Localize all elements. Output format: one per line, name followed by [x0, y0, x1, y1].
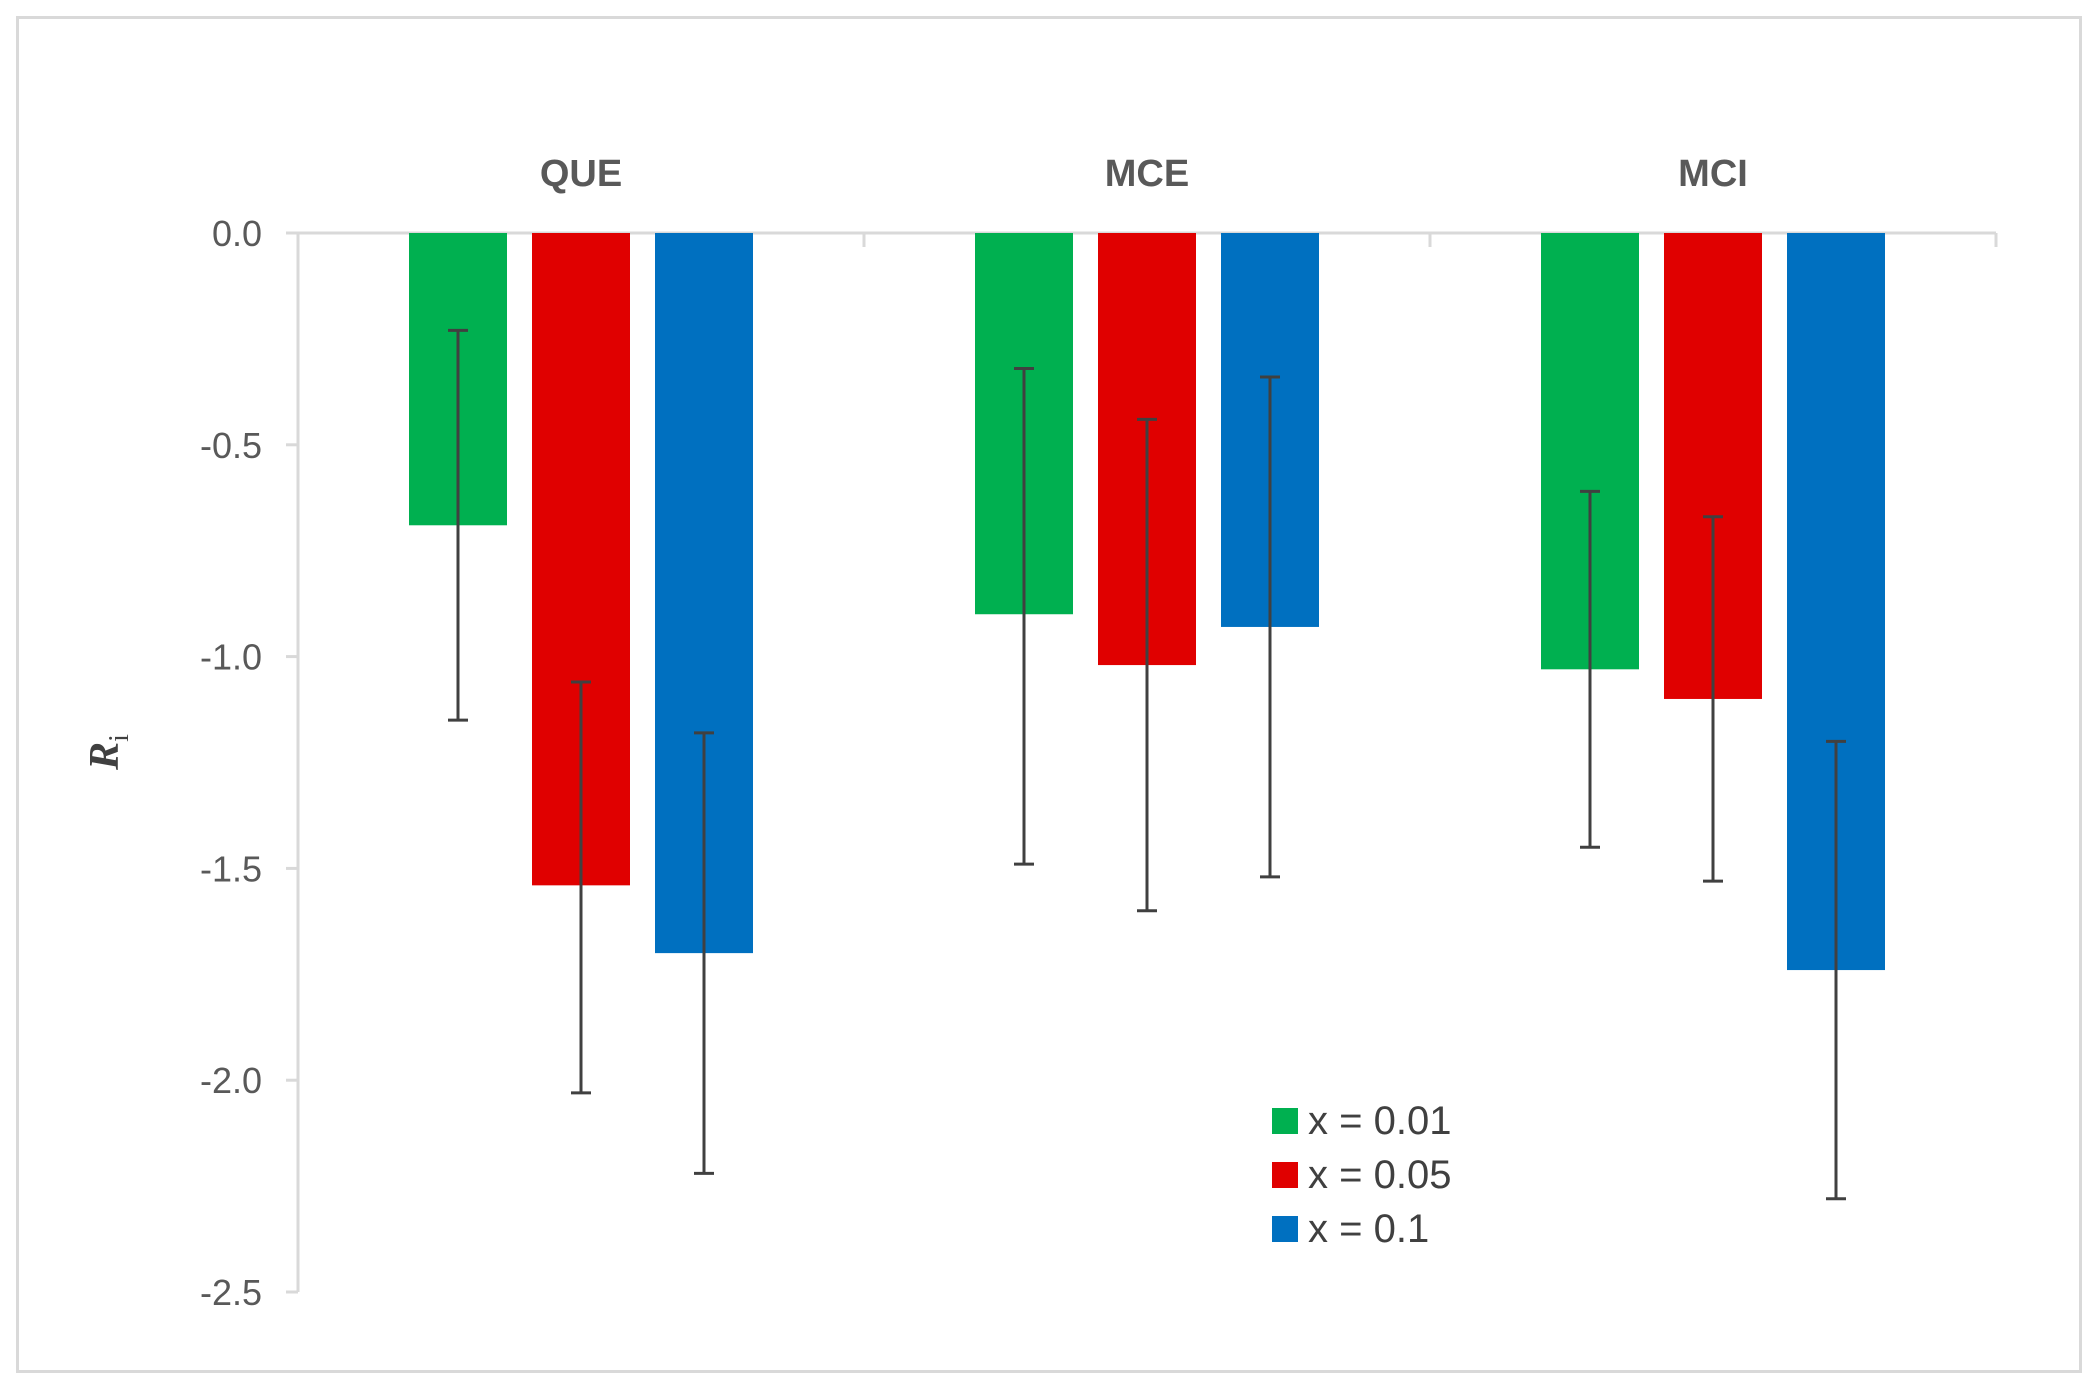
legend-swatch	[1272, 1108, 1298, 1134]
y-tick-label: -2.0	[200, 1060, 262, 1101]
y-axis-title-main: R	[82, 742, 128, 771]
y-tick-label: -1.0	[200, 637, 262, 678]
legend-label: x = 0.05	[1308, 1153, 1451, 1197]
y-tick-label: -0.5	[200, 425, 262, 466]
legend-label: x = 0.1	[1308, 1207, 1429, 1251]
y-tick-label: 0.0	[212, 213, 262, 254]
y-tick-label: -2.5	[200, 1272, 262, 1313]
category-label: MCI	[1678, 153, 1748, 195]
y-axis-title-subscript: i	[104, 734, 135, 742]
legend-label: x = 0.01	[1308, 1099, 1451, 1143]
category-label: MCE	[1105, 153, 1189, 195]
y-tick-label: -1.5	[200, 848, 262, 889]
legend-swatch	[1272, 1162, 1298, 1188]
legend-swatch	[1272, 1216, 1298, 1242]
category-label: QUE	[540, 153, 622, 195]
y-axis-title: Ri	[82, 734, 135, 771]
